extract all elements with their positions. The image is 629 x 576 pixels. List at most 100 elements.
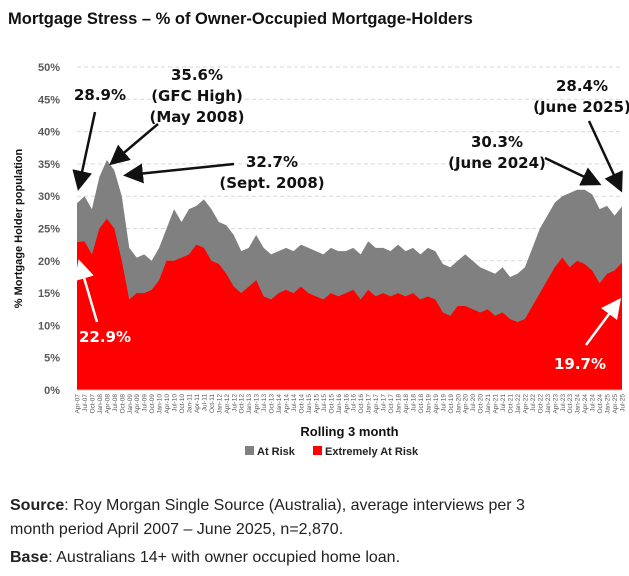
- x-tick-label: Jul-21: [500, 394, 507, 412]
- x-tick-label: Jan-15: [306, 394, 313, 414]
- x-tick-label: Jan-25: [605, 394, 612, 414]
- x-tick-label: Oct-20: [478, 394, 485, 414]
- x-tick-label: Jul-11: [201, 394, 208, 412]
- x-tick-label: Apr-16: [343, 394, 350, 414]
- x-tick-label: Jan-08: [97, 394, 104, 414]
- annotation-arrow: [109, 123, 159, 166]
- x-tick-label: Jan-17: [366, 394, 373, 414]
- x-tick-label: Oct-23: [567, 394, 574, 414]
- x-tick-label: Jul-19: [440, 394, 447, 412]
- base-line: Base: Australians 14+ with owner occupie…: [10, 549, 400, 567]
- annotation-label: 32.7%: [246, 153, 298, 171]
- x-tick-label: Oct-16: [358, 394, 365, 414]
- y-tick-label: 50%: [38, 62, 60, 74]
- x-tick-label: Apr-18: [403, 394, 410, 414]
- x-tick-label: Jul-14: [291, 394, 298, 412]
- annotation-label: (June 2025): [533, 98, 629, 116]
- x-tick-label: Apr-19: [433, 394, 440, 414]
- x-tick-label: Apr-17: [373, 394, 380, 414]
- x-tick-label: Oct-14: [298, 394, 305, 414]
- x-tick-label: Jul-15: [321, 394, 328, 412]
- y-tick-label: 0%: [44, 385, 60, 397]
- x-tick-label: Oct-11: [209, 394, 216, 413]
- annotation-label: 19.7%: [554, 355, 606, 373]
- x-tick-label: Apr-24: [582, 394, 589, 414]
- annotation-label: (June 2024): [448, 154, 546, 172]
- y-tick-label: 20%: [38, 256, 60, 268]
- x-tick-label: Apr-12: [224, 394, 231, 414]
- x-tick-label: Jan-16: [336, 394, 343, 414]
- x-tick-label: Jul-17: [381, 394, 388, 412]
- x-tick-label: Jan-18: [396, 394, 403, 414]
- source-line-2: month period April 2007 – June 2025, n=2…: [10, 521, 344, 538]
- y-tick-label: 30%: [38, 191, 60, 203]
- x-tick-label: Oct-24: [597, 394, 604, 414]
- x-tick-label: Oct-17: [388, 394, 395, 414]
- x-tick-label: Jan-24: [575, 394, 582, 414]
- area-series-extremely-at-risk: [77, 218, 622, 390]
- x-tick-label: Jan-22: [515, 394, 522, 414]
- x-tick-label: Apr-13: [254, 394, 261, 414]
- y-tick-label: 15%: [38, 288, 60, 300]
- y-tick-label: 35%: [38, 159, 60, 171]
- x-tick-label: Apr-09: [134, 394, 141, 414]
- x-tick-label: Jul-18: [410, 394, 417, 412]
- mortgage-stress-chart: 0%5%10%15%20%25%30%35%40%45%50%Apr-07 Jul…: [13, 62, 629, 458]
- x-tick-label: Oct-10: [179, 394, 186, 414]
- x-tick-label: Jul-09: [142, 394, 149, 412]
- annotation-label: 28.4%: [556, 77, 608, 95]
- x-tick-label: Apr-25: [612, 394, 619, 414]
- y-tick-label: 5%: [44, 353, 60, 365]
- x-tick-label: Apr-07: [75, 394, 82, 414]
- x-tick-label: Jul-13: [261, 394, 268, 412]
- x-axis-title: Rolling 3 month: [300, 424, 398, 439]
- base-text: : Australians 14+ with owner occupied ho…: [48, 549, 401, 566]
- chart-title: Mortgage Stress – % of Owner-Occupied Mo…: [8, 10, 473, 28]
- source-line: Source: Roy Morgan Single Source (Austra…: [10, 497, 525, 515]
- x-tick-label: Jan-11: [186, 394, 193, 414]
- annotation-arrow: [544, 156, 602, 186]
- x-tick-label: Apr-10: [164, 394, 171, 414]
- y-tick-label: 40%: [38, 127, 60, 139]
- x-tick-label: Jul-25: [620, 394, 627, 412]
- annotation-label: 30.3%: [471, 133, 523, 151]
- x-tick-label: Oct-15: [328, 394, 335, 414]
- annotation-arrow: [123, 162, 235, 184]
- x-tick-label: Jan-21: [485, 394, 492, 414]
- x-tick-label: Apr-11: [194, 394, 201, 413]
- x-tick-label: Jul-16: [351, 394, 358, 412]
- x-tick-label: Jan-14: [276, 394, 283, 414]
- x-tick-label: Oct-07: [89, 394, 96, 414]
- y-axis-title: % Mortgage Holder population: [13, 148, 25, 308]
- x-tick-label: Apr-22: [522, 394, 529, 414]
- x-tick-label: Oct-19: [448, 394, 455, 414]
- y-tick-label: 45%: [38, 94, 60, 106]
- annotation-label: (May 2008): [149, 108, 244, 126]
- legend-swatch: [245, 446, 254, 455]
- x-tick-label: Oct-13: [269, 394, 276, 414]
- x-tick-label: Jul-08: [112, 394, 119, 412]
- x-tick-label: Apr-08: [104, 394, 111, 414]
- x-tick-label: Jul-20: [470, 394, 477, 412]
- x-tick-label: Jan-10: [157, 394, 164, 414]
- source-text: : Roy Morgan Single Source (Australia), …: [64, 497, 525, 514]
- legend-label: Extremely At Risk: [325, 446, 419, 458]
- y-tick-label: 25%: [38, 224, 60, 236]
- x-tick-label: Jul-07: [82, 394, 89, 412]
- x-tick-label: Apr-20: [463, 394, 470, 414]
- x-tick-label: Jul-24: [590, 394, 597, 412]
- x-tick-label: Apr-15: [313, 394, 320, 414]
- annotation-label: 22.9%: [79, 328, 131, 346]
- x-tick-label: Jul-22: [530, 394, 537, 412]
- x-tick-label: Jul-12: [231, 394, 238, 412]
- annotation-arrow: [584, 297, 621, 346]
- source-label: Source: [10, 497, 65, 514]
- annotation-arrow: [74, 259, 99, 323]
- x-tick-label: Oct-08: [119, 394, 126, 414]
- annotation-arrow: [72, 111, 97, 191]
- x-tick-label: Apr-14: [284, 394, 291, 414]
- y-tick-label: 10%: [38, 320, 60, 332]
- annotation-label: (Sept. 2008): [219, 174, 324, 192]
- x-tick-label: Apr-23: [552, 394, 559, 414]
- x-tick-label: Oct-12: [239, 394, 246, 414]
